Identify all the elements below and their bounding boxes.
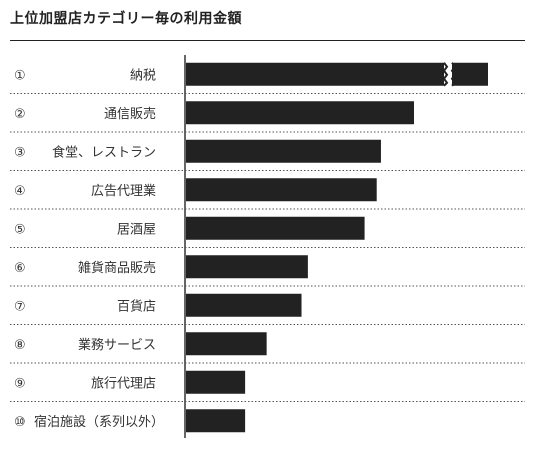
- title-underline: [10, 40, 525, 41]
- category-number: ②: [14, 107, 26, 122]
- category-label: 通信販売: [104, 106, 156, 122]
- category-number: ⑤: [14, 222, 26, 237]
- category-number: ⑩: [14, 415, 26, 430]
- category-label: 旅行代理店: [91, 376, 156, 391]
- category-number: ⑦: [14, 299, 26, 314]
- category-label: 食堂、レストラン: [52, 144, 156, 160]
- axis-break-mark: [450, 62, 457, 87]
- category-number: ⑨: [14, 376, 26, 391]
- category-label: 居酒屋: [117, 222, 156, 237]
- bar: [186, 216, 365, 240]
- bar: [186, 370, 246, 394]
- bar-continuation: [452, 62, 488, 86]
- bar: [186, 293, 302, 317]
- bar: [186, 332, 267, 356]
- bar: [186, 255, 308, 279]
- category-number: ⑥: [14, 261, 26, 276]
- category-label: 広告代理業: [91, 183, 156, 199]
- category-label: 雑貨商品販売: [78, 260, 156, 276]
- category-label: 百貨店: [117, 298, 156, 314]
- category-number: ③: [14, 145, 26, 160]
- bar: [186, 409, 246, 433]
- bar: [186, 62, 444, 86]
- category-label: 納税: [130, 68, 156, 83]
- bar: [186, 101, 414, 125]
- category-number: ④: [14, 184, 26, 199]
- chart-title: 上位加盟店カテゴリー毎の利用金額: [10, 11, 242, 27]
- category-label: 宿泊施設（系列以外）: [34, 414, 164, 430]
- axis-break-mark: [442, 62, 449, 87]
- category-label: 業務サービス: [78, 337, 156, 353]
- bar: [186, 139, 381, 163]
- bar: [186, 178, 377, 202]
- category-number: ①: [14, 68, 26, 83]
- category-number: ⑧: [14, 338, 26, 353]
